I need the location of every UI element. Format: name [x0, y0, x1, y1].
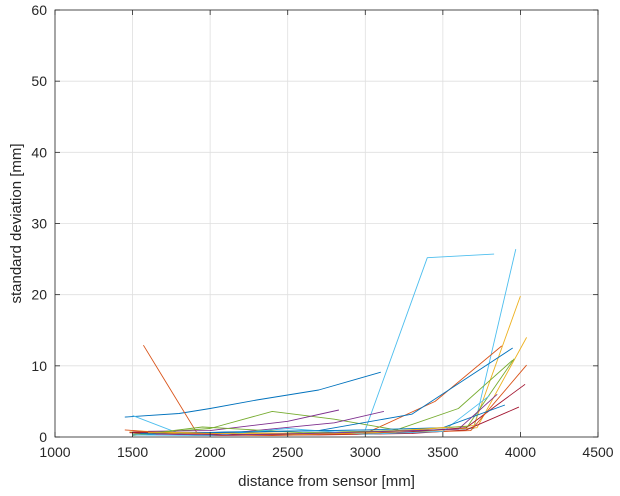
series-line-15	[132, 395, 490, 437]
y-tick-label: 10	[31, 358, 47, 374]
axis-ticks	[54, 9, 599, 438]
series-line-18	[155, 393, 498, 436]
series-line-7	[132, 359, 513, 435]
x-tick-label: 1000	[39, 444, 70, 460]
x-tick-label: 4000	[505, 444, 536, 460]
y-tick-label: 40	[31, 144, 47, 160]
y-tick-label: 50	[31, 73, 47, 89]
x-tick-label: 1500	[117, 444, 148, 460]
y-tick-label: 20	[31, 287, 47, 303]
x-tick-label: 2000	[195, 444, 226, 460]
series-line-8	[148, 409, 339, 432]
x-tick-label: 2500	[272, 444, 303, 460]
x-axis-label: distance from sensor [mm]	[238, 473, 415, 490]
x-tick-label: 3000	[350, 444, 381, 460]
series-group	[124, 248, 527, 437]
series-line-1	[124, 371, 381, 418]
y-tick-label: 30	[31, 216, 47, 232]
x-tick-label: 3500	[427, 444, 458, 460]
y-tick-label: 0	[39, 429, 47, 445]
x-tick-label: 4500	[582, 444, 613, 460]
tick-labels: 1000 1500 2000 2500 3000 3500 4000 4500 0 10 20 30 4…	[31, 2, 613, 460]
y-axis-label: standard deviation [mm]	[8, 143, 25, 303]
series-line-14	[132, 358, 515, 437]
y-tick-label: 60	[31, 2, 47, 18]
